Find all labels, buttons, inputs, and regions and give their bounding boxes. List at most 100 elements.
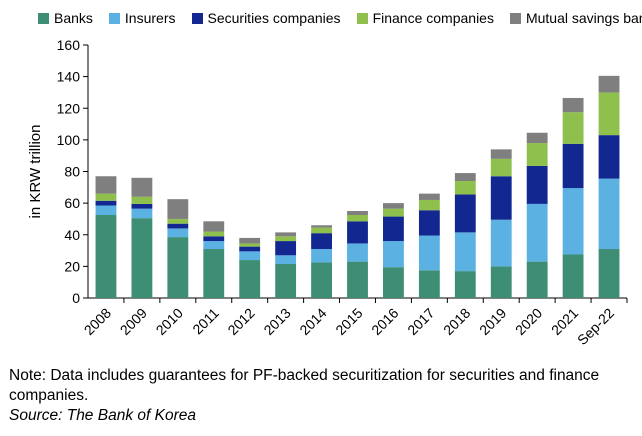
bar-finance-companies-2020 — [526, 143, 548, 166]
bar-mutual-savings-banks-2021 — [562, 97, 584, 113]
x-tick-label-2019: 2019 — [476, 305, 509, 338]
bar-finance-companies-2019 — [490, 158, 512, 177]
bar-insurers-2020 — [526, 203, 548, 262]
legend-swatch-finance-companies — [356, 12, 368, 24]
bar-securities-companies-2016 — [383, 216, 404, 242]
bar-mutual-savings-banks-2008 — [95, 176, 117, 194]
bar-finance-companies-2014 — [311, 227, 332, 234]
bar-securities-companies-2008 — [95, 200, 117, 206]
bar-mutual-savings-banks-2018 — [454, 173, 476, 181]
legend-swatch-securities-companies — [191, 12, 203, 24]
bar-finance-companies-2009 — [131, 196, 153, 204]
x-tick-label-2016: 2016 — [368, 305, 401, 338]
bar-banks-2009 — [131, 218, 153, 298]
bar-finance-companies-2017 — [418, 199, 440, 211]
chart-note: Note: Data includes guarantees for PF-ba… — [9, 367, 600, 404]
bar-finance-companies-2018 — [454, 180, 476, 195]
bar-banks-sep-22 — [598, 248, 620, 298]
legend-label-securities-companies: Securities companies — [207, 10, 341, 26]
bar-finance-companies-2016 — [383, 208, 404, 217]
bar-mutual-savings-banks-2019 — [490, 149, 512, 159]
y-tick-label-80: 80 — [64, 164, 80, 180]
bar-mutual-savings-banks-2017 — [418, 193, 440, 200]
legend-item-securities-companies: Securities companies — [191, 10, 341, 26]
bar-securities-companies-2015 — [347, 221, 368, 244]
y-tick-label-60: 60 — [64, 195, 80, 211]
bar-securities-companies-2020 — [526, 165, 548, 204]
legend-item-insurers: Insurers — [108, 10, 176, 26]
bar-securities-companies-sep-22 — [598, 135, 620, 179]
y-axis-title: in KRW trillion — [27, 125, 44, 219]
bar-mutual-savings-banks-2011 — [203, 221, 225, 232]
bar-banks-2017 — [418, 270, 440, 298]
bar-banks-2013 — [275, 264, 297, 298]
bar-insurers-2010 — [167, 228, 189, 238]
bar-finance-companies-2021 — [562, 112, 584, 144]
bar-banks-2015 — [347, 261, 368, 298]
bar-mutual-savings-banks-2010 — [167, 199, 189, 219]
y-tick-label-140: 140 — [57, 69, 81, 85]
legend-item-banks: Banks — [38, 10, 93, 26]
bar-securities-companies-2017 — [418, 210, 440, 236]
chart-legend: Banks Insurers Securities companies Fina… — [38, 10, 642, 26]
x-tick-label-2015: 2015 — [332, 305, 365, 338]
bar-finance-companies-2015 — [347, 214, 368, 222]
legend-swatch-banks — [38, 12, 49, 24]
bar-securities-companies-2021 — [562, 143, 584, 189]
x-tick-label-2014: 2014 — [296, 305, 329, 338]
y-tick-label-160: 160 — [57, 37, 81, 53]
x-tick-label-sep-22: Sep-22 — [574, 305, 617, 348]
y-tick-label-20: 20 — [64, 258, 80, 274]
bar-insurers-2016 — [383, 241, 404, 268]
x-tick-label-2012: 2012 — [224, 305, 257, 338]
bar-finance-companies-2012 — [239, 243, 261, 247]
legend-swatch-insurers — [108, 12, 120, 24]
bar-banks-2018 — [454, 271, 476, 298]
bar-securities-companies-2009 — [131, 203, 153, 209]
legend-item-mutual-savings-banks: Mutual savings banks — [509, 10, 642, 26]
bar-banks-2010 — [167, 237, 189, 298]
bar-finance-companies-2013 — [275, 236, 297, 242]
legend-label-finance-companies: Finance companies — [372, 10, 494, 26]
bar-mutual-savings-banks-2013 — [275, 232, 297, 237]
x-tick-label-2013: 2013 — [260, 305, 293, 338]
y-tick-label-120: 120 — [57, 100, 81, 116]
bar-banks-2019 — [490, 266, 512, 298]
legend-item-finance-companies: Finance companies — [356, 10, 494, 26]
legend-label-insurers: Insurers — [124, 10, 176, 26]
bar-mutual-savings-banks-2009 — [131, 177, 153, 197]
bar-banks-2016 — [383, 267, 404, 298]
x-tick-label-2008: 2008 — [81, 305, 114, 338]
y-tick-label-100: 100 — [57, 132, 81, 148]
bar-finance-companies-2008 — [95, 193, 117, 201]
bar-banks-2012 — [239, 260, 261, 298]
bar-insurers-2015 — [347, 243, 368, 262]
x-tick-label-2011: 2011 — [189, 305, 222, 338]
bar-mutual-savings-banks-2020 — [526, 132, 548, 144]
bar-securities-companies-2014 — [311, 233, 332, 249]
bar-insurers-2014 — [311, 248, 332, 263]
bar-banks-2014 — [311, 262, 332, 298]
y-tick-label-40: 40 — [64, 227, 80, 243]
bar-mutual-savings-banks-2014 — [311, 225, 332, 228]
bar-insurers-2009 — [131, 208, 153, 219]
x-tick-label-2020: 2020 — [512, 305, 545, 338]
bar-mutual-savings-banks-2016 — [383, 203, 404, 209]
bar-banks-2021 — [562, 254, 584, 298]
x-tick-label-2018: 2018 — [440, 305, 473, 338]
legend-swatch-mutual-savings-banks — [509, 12, 521, 24]
bar-insurers-2017 — [418, 235, 440, 271]
bar-insurers-sep-22 — [598, 178, 620, 249]
chart-source: Source: The Bank of Korea — [9, 407, 196, 424]
bar-insurers-2011 — [203, 241, 225, 249]
bar-securities-companies-2013 — [275, 241, 297, 256]
bar-finance-companies-2010 — [167, 218, 189, 224]
legend-label-banks: Banks — [54, 10, 93, 26]
bar-finance-companies-2011 — [203, 231, 225, 237]
bar-mutual-savings-banks-2012 — [239, 237, 261, 244]
bar-insurers-2008 — [95, 205, 117, 215]
legend-label-mutual-savings-banks: Mutual savings banks — [525, 10, 642, 26]
bar-insurers-2019 — [490, 219, 512, 267]
bar-mutual-savings-banks-2015 — [347, 211, 368, 215]
bar-insurers-2021 — [562, 188, 584, 255]
